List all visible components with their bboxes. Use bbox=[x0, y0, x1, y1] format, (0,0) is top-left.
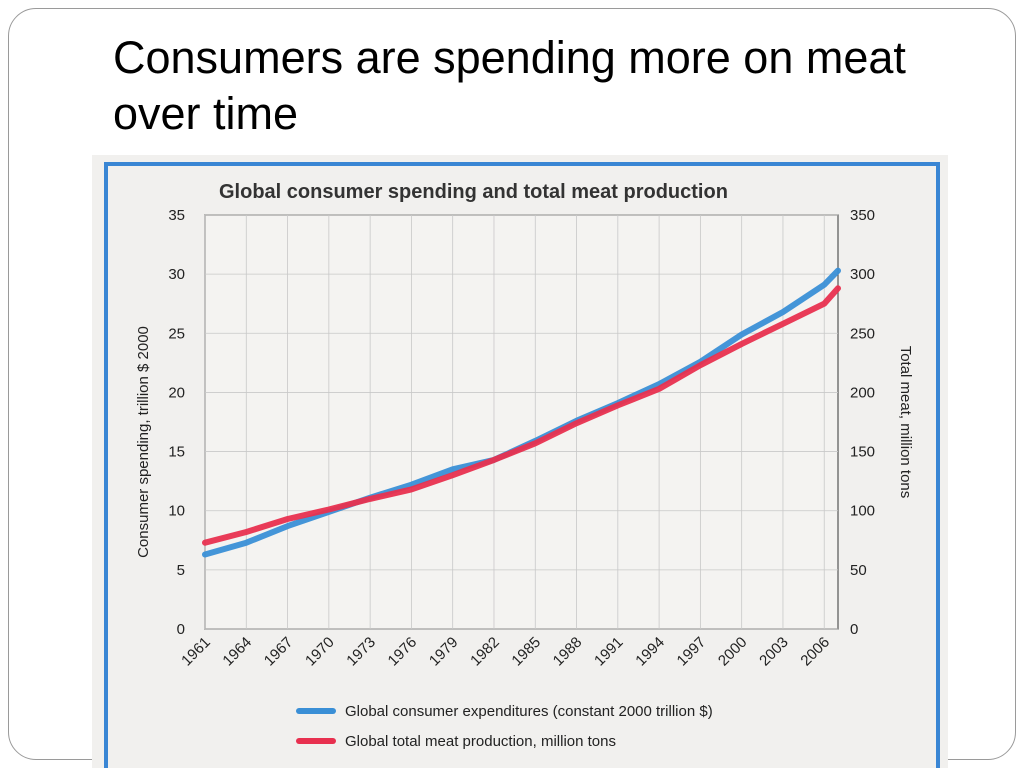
x-tick-label: 1973 bbox=[343, 634, 379, 670]
right-tick-label: 150 bbox=[850, 444, 875, 461]
left-axis-ticks: 0 5 10 15 20 25 30 35 bbox=[168, 207, 185, 638]
x-tick-label: 1997 bbox=[674, 634, 710, 670]
left-axis-label: Consumer spending, trillion $ 2000 bbox=[135, 326, 152, 558]
right-tick-label: 350 bbox=[850, 207, 875, 224]
x-tick-label: 2006 bbox=[797, 634, 833, 670]
left-tick-label: 25 bbox=[168, 325, 185, 342]
x-tick-label: 2000 bbox=[715, 634, 751, 670]
legend: Global consumer expenditures (constant 2… bbox=[296, 703, 713, 750]
legend-label: Global total meat production, million to… bbox=[345, 733, 616, 750]
slide-title: Consumers are spending more on meat over… bbox=[113, 32, 906, 139]
left-tick-label: 30 bbox=[168, 266, 185, 283]
right-axis-label: Total meat, million tons bbox=[897, 346, 914, 499]
left-tick-label: 35 bbox=[168, 207, 185, 224]
right-axis-ticks: 0 50 100 150 200 250 300 350 bbox=[850, 207, 875, 638]
right-tick-label: 250 bbox=[850, 325, 875, 342]
left-tick-label: 20 bbox=[168, 384, 185, 401]
x-tick-label: 1979 bbox=[426, 634, 462, 670]
series-lines bbox=[202, 267, 841, 558]
chart-photo-border bbox=[104, 162, 940, 768]
legend-label: Global consumer expenditures (constant 2… bbox=[345, 703, 713, 720]
left-tick-label: 0 bbox=[177, 621, 185, 638]
left-tick-label: 15 bbox=[168, 444, 185, 461]
x-tick-label: 1967 bbox=[261, 634, 297, 670]
x-tick-label: 1994 bbox=[632, 634, 668, 670]
plot-area bbox=[204, 214, 839, 630]
right-tick-label: 100 bbox=[850, 503, 875, 520]
right-tick-label: 0 bbox=[850, 621, 858, 638]
x-tick-label: 1964 bbox=[219, 634, 255, 670]
left-tick-label: 5 bbox=[177, 562, 185, 579]
right-tick-label: 200 bbox=[850, 384, 875, 401]
x-axis-ticks: 1961 1964 1967 1970 1973 1976 1979 1982 1985 1988… bbox=[178, 634, 833, 670]
right-tick-label: 300 bbox=[850, 266, 875, 283]
x-tick-label: 1976 bbox=[385, 634, 421, 670]
left-tick-label: 10 bbox=[168, 503, 185, 520]
x-tick-label: 1961 bbox=[178, 634, 214, 670]
x-tick-label: 2003 bbox=[756, 634, 792, 670]
x-tick-label: 1970 bbox=[302, 634, 338, 670]
x-tick-label: 1982 bbox=[467, 634, 503, 670]
chart-title: Global consumer spending and total meat … bbox=[219, 181, 728, 203]
x-tick-label: 1988 bbox=[550, 634, 586, 670]
x-tick-label: 1991 bbox=[591, 634, 627, 670]
x-tick-label: 1985 bbox=[508, 634, 544, 670]
right-tick-label: 50 bbox=[850, 562, 867, 579]
